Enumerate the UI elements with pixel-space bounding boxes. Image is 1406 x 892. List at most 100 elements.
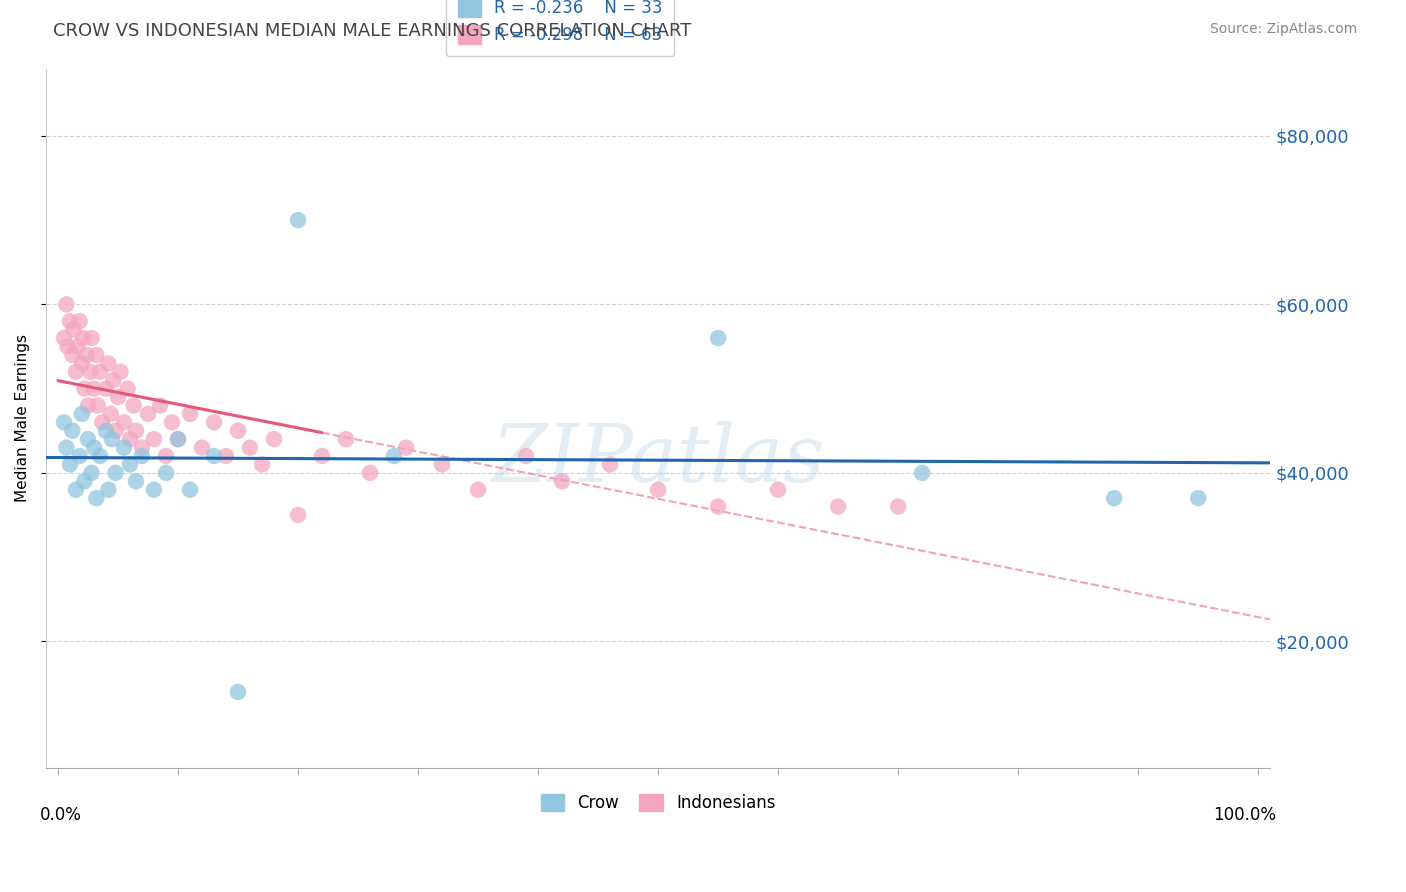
Point [887,500,910,514]
Point [69,314,91,328]
Point [766,483,789,497]
Point [59,314,82,328]
Point [143,432,166,446]
Point [382,449,405,463]
Point [60,424,83,438]
Point [827,500,849,514]
Point [125,424,148,438]
Point [911,466,934,480]
Text: 100.0%: 100.0% [1213,806,1277,824]
Point [226,685,249,699]
Point [311,449,333,463]
Point [112,441,135,455]
Point [707,500,730,514]
Point [60,348,83,362]
Point [191,441,214,455]
Point [118,432,141,446]
Point [89,365,111,379]
Point [263,432,285,446]
Point [250,458,273,472]
Text: ZIPatlas: ZIPatlas [491,421,825,499]
Y-axis label: Median Male Earnings: Median Male Earnings [15,334,30,502]
Point [125,475,148,489]
Point [69,449,91,463]
Point [112,415,135,429]
Point [395,441,418,455]
Point [77,399,100,413]
Point [56,339,79,353]
Point [155,466,177,480]
Point [179,407,201,421]
Point [1187,491,1209,505]
Point [143,483,166,497]
Point [335,432,357,446]
Point [110,365,132,379]
Point [101,432,124,446]
Point [107,390,129,404]
Point [226,424,249,438]
Point [65,483,87,497]
Point [73,475,96,489]
Point [91,415,114,429]
Point [76,348,98,362]
Point [86,491,108,505]
Point [62,323,84,337]
Point [155,449,177,463]
Legend: Crow, Indonesians: Crow, Indonesians [534,788,782,819]
Point [149,399,172,413]
Point [430,458,453,472]
Point [359,466,381,480]
Point [515,449,537,463]
Point [707,331,730,345]
Point [167,432,190,446]
Point [1102,491,1125,505]
Point [117,382,139,396]
Point [89,449,111,463]
Point [73,382,96,396]
Point [72,331,94,345]
Point [94,424,117,438]
Point [551,475,574,489]
Point [80,466,103,480]
Point [94,382,117,396]
Point [77,432,100,446]
Point [70,356,93,370]
Point [202,415,225,429]
Point [647,483,669,497]
Point [131,441,153,455]
Point [179,483,201,497]
Point [86,348,108,362]
Point [202,449,225,463]
Text: 0.0%: 0.0% [39,806,82,824]
Point [287,508,309,522]
Point [599,458,621,472]
Point [97,483,120,497]
Point [467,483,489,497]
Point [287,213,309,227]
Point [55,441,77,455]
Point [160,415,183,429]
Text: CROW VS INDONESIAN MEDIAN MALE EARNINGS CORRELATION CHART: CROW VS INDONESIAN MEDIAN MALE EARNINGS … [53,22,692,40]
Point [215,449,238,463]
Point [66,339,89,353]
Point [104,466,127,480]
Point [239,441,262,455]
Point [80,331,103,345]
Point [100,407,122,421]
Point [136,407,159,421]
Point [118,458,141,472]
Point [83,441,105,455]
Point [86,399,108,413]
Point [59,458,82,472]
Point [65,365,87,379]
Text: Source: ZipAtlas.com: Source: ZipAtlas.com [1209,22,1357,37]
Point [131,449,153,463]
Point [83,382,105,396]
Point [104,424,127,438]
Point [53,415,76,429]
Point [97,356,120,370]
Point [79,365,101,379]
Point [122,399,145,413]
Point [70,407,93,421]
Point [103,373,125,387]
